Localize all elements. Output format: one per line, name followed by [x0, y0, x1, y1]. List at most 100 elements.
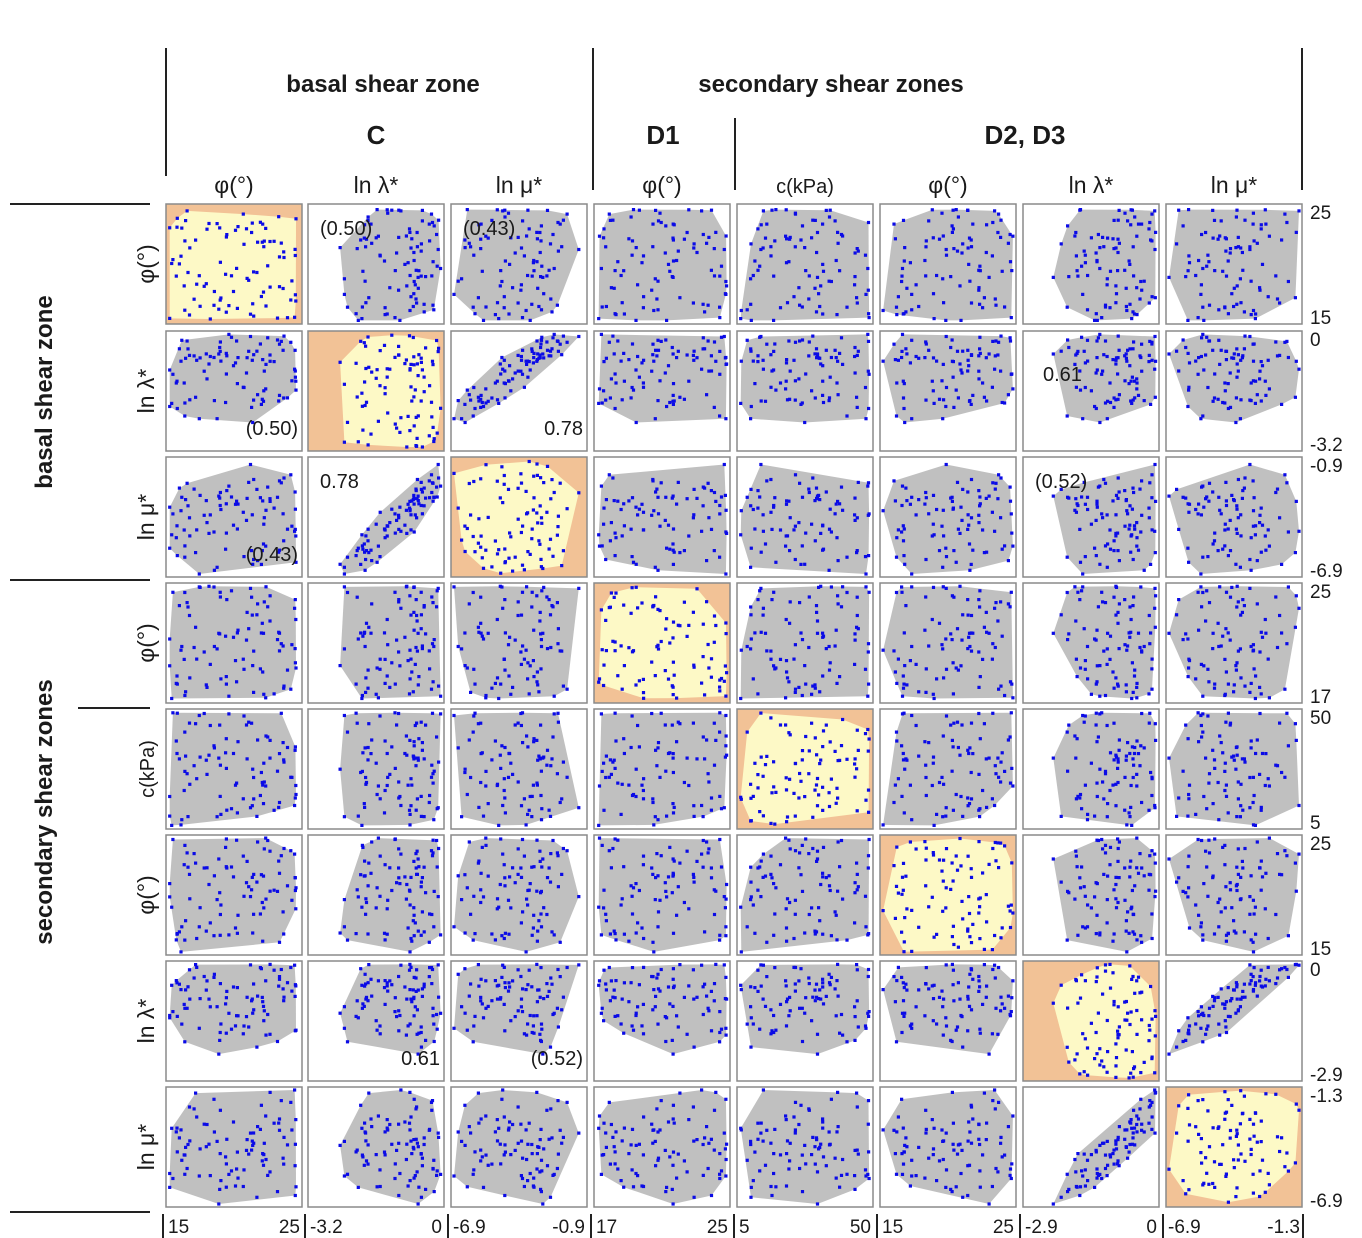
data-point	[198, 997, 202, 1001]
data-point	[705, 559, 709, 563]
data-point	[473, 682, 477, 686]
data-point	[293, 529, 297, 533]
data-point	[486, 236, 490, 240]
data-point	[1140, 479, 1144, 483]
data-point	[866, 788, 871, 792]
data-point	[1181, 495, 1185, 499]
data-point	[903, 562, 907, 566]
data-point	[218, 345, 222, 350]
data-point	[215, 815, 219, 819]
data-point	[900, 530, 904, 534]
data-point	[1187, 854, 1191, 858]
data-point	[966, 513, 970, 517]
data-point	[516, 613, 520, 618]
data-point	[604, 754, 608, 758]
data-point	[503, 396, 507, 400]
data-point	[1255, 559, 1259, 563]
panel-frame	[593, 582, 731, 704]
data-point	[561, 846, 565, 851]
data-point	[1135, 772, 1139, 776]
data-point	[1226, 682, 1230, 686]
data-point	[408, 499, 412, 503]
data-point	[1184, 723, 1188, 727]
data-point	[977, 286, 981, 290]
data-point	[597, 387, 602, 391]
data-point	[966, 358, 970, 362]
panel-frame	[593, 203, 731, 325]
data-point	[1096, 735, 1100, 739]
data-point	[224, 1002, 228, 1006]
data-point	[1086, 359, 1090, 363]
data-point	[611, 639, 615, 643]
data-point	[526, 812, 530, 816]
data-point	[1124, 919, 1128, 923]
data-point	[1114, 534, 1118, 538]
data-point	[1116, 859, 1120, 863]
data-point	[977, 377, 981, 381]
data-point	[1003, 693, 1007, 698]
data-point	[1259, 360, 1263, 364]
panel-C_phi-vs-D_mu	[1165, 203, 1303, 325]
data-point	[671, 931, 676, 935]
data-point	[537, 539, 541, 543]
data-point	[194, 551, 198, 555]
data-point	[552, 712, 556, 716]
data-point	[550, 478, 554, 482]
data-point	[839, 485, 844, 489]
data-point	[477, 630, 481, 634]
data-point	[756, 866, 760, 870]
data-point	[476, 296, 480, 300]
data-point	[756, 598, 760, 602]
data-point	[799, 631, 803, 635]
data-point	[422, 757, 426, 761]
data-point	[1106, 874, 1110, 878]
data-point	[183, 239, 187, 243]
data-point	[195, 657, 199, 661]
data-point	[1251, 359, 1256, 363]
data-point	[881, 823, 885, 827]
data-point	[1200, 838, 1204, 843]
data-point	[171, 258, 175, 262]
data-point	[1221, 634, 1225, 638]
data-point	[905, 499, 909, 503]
data-point	[718, 512, 722, 516]
data-point	[1258, 685, 1262, 689]
data-point	[486, 802, 490, 806]
data-point	[431, 851, 435, 855]
data-point	[521, 644, 525, 648]
data-point	[516, 872, 520, 876]
data-point	[383, 306, 387, 310]
data-point	[415, 516, 419, 520]
data-point	[655, 976, 659, 980]
data-point	[1207, 481, 1212, 485]
data-point	[678, 963, 682, 967]
data-point	[866, 642, 871, 646]
data-point	[855, 861, 859, 865]
data-point	[656, 219, 661, 223]
data-point	[811, 684, 815, 688]
data-point	[409, 246, 413, 250]
data-point	[1008, 781, 1013, 785]
data-point	[827, 668, 832, 672]
data-point	[761, 774, 765, 778]
data-point	[1239, 246, 1243, 250]
data-point	[1266, 295, 1270, 299]
data-point	[565, 849, 569, 853]
data-point	[414, 268, 418, 272]
data-point	[1199, 662, 1203, 666]
data-point	[1223, 522, 1227, 526]
data-point	[1217, 644, 1221, 649]
data-point	[1259, 630, 1263, 634]
data-point	[940, 869, 944, 873]
data-point	[1167, 756, 1171, 760]
data-point	[803, 246, 807, 250]
data-point	[609, 866, 613, 870]
data-point	[1255, 241, 1259, 245]
data-point	[198, 493, 202, 497]
data-point	[602, 236, 606, 240]
data-point	[1154, 738, 1158, 742]
data-point	[1142, 279, 1146, 283]
data-point	[813, 932, 817, 936]
data-point	[1073, 362, 1077, 366]
data-point	[978, 335, 982, 339]
